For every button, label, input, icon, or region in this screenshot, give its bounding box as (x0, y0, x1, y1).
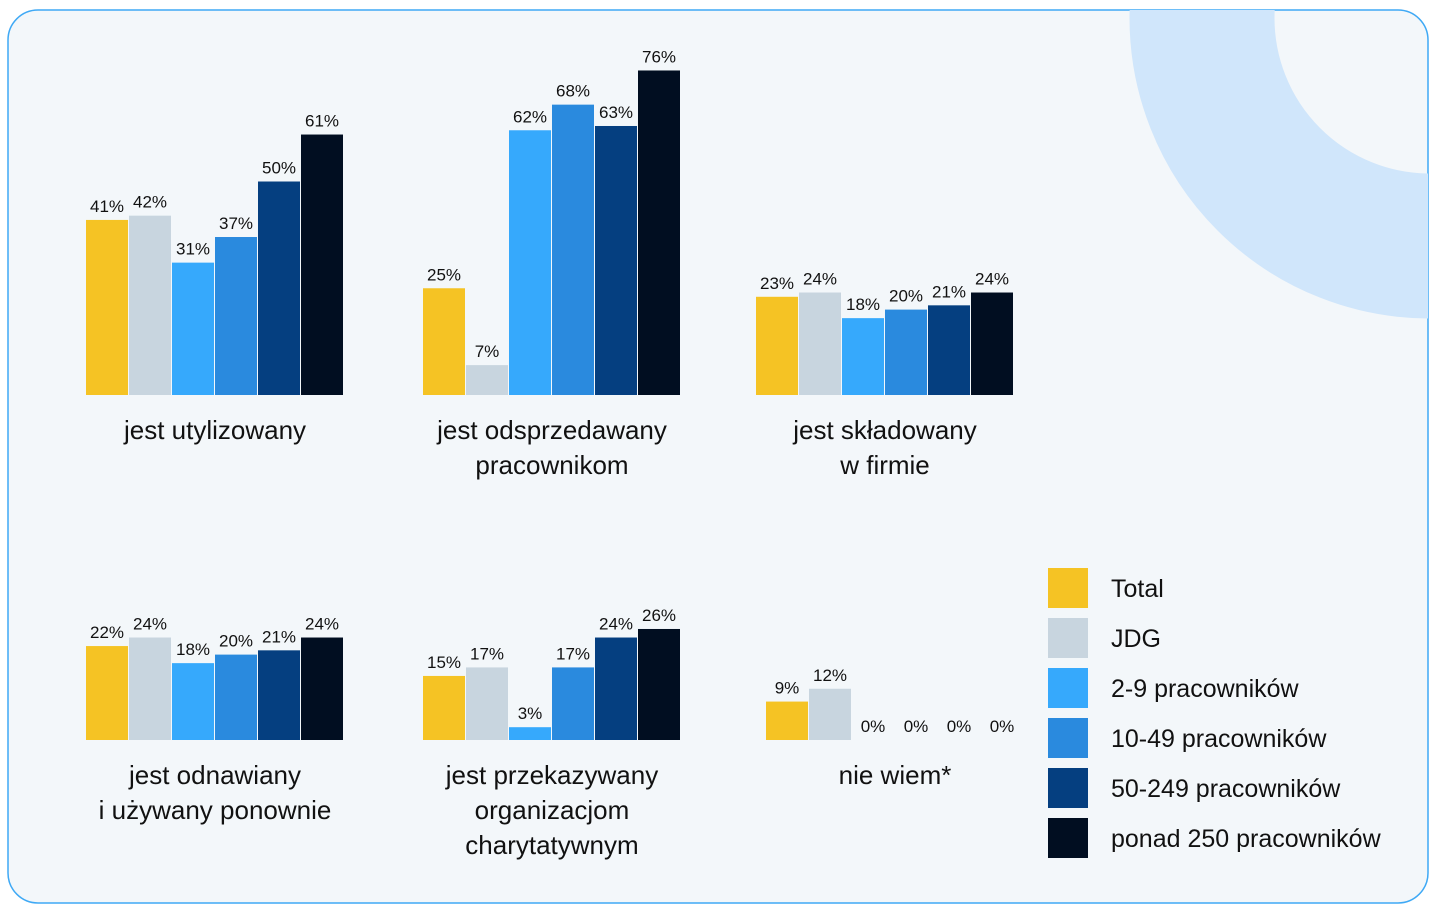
bar (766, 701, 808, 740)
value-label: 9% (775, 679, 800, 698)
value-label: 12% (813, 666, 847, 685)
value-label: 24% (975, 270, 1009, 289)
category-label: jest utylizowany (123, 415, 307, 445)
bar (971, 292, 1013, 395)
bar (638, 628, 680, 740)
value-label: 24% (133, 615, 167, 634)
value-label: 61% (305, 112, 339, 131)
bar (799, 292, 841, 395)
value-label: 76% (642, 47, 676, 66)
bar (842, 318, 884, 395)
legend-swatch (1048, 668, 1088, 708)
category-label: jest przekazywany organizacjom charytaty… (445, 760, 659, 860)
bar (86, 219, 128, 395)
legend-label: Total (1111, 575, 1164, 603)
value-label: 37% (219, 214, 253, 233)
legend-swatch (1048, 618, 1088, 658)
bar (809, 688, 851, 740)
value-label: 0% (990, 717, 1015, 736)
bar (172, 262, 214, 395)
value-label: 22% (90, 623, 124, 642)
value-label: 31% (176, 240, 210, 259)
bar (595, 637, 637, 740)
bar (301, 134, 343, 395)
value-label: 15% (427, 653, 461, 672)
decoration (1129, 10, 1428, 319)
value-label: 23% (760, 274, 794, 293)
bar (509, 727, 551, 740)
value-label: 20% (219, 632, 253, 651)
legend-swatch (1048, 718, 1088, 758)
bar (129, 215, 171, 395)
value-label: 41% (90, 197, 124, 216)
bar (423, 675, 465, 740)
bar (172, 663, 214, 740)
value-label: 63% (599, 103, 633, 122)
bar (885, 309, 927, 395)
bar (215, 654, 257, 740)
value-label: 42% (133, 193, 167, 212)
value-label: 24% (803, 270, 837, 289)
value-label: 26% (642, 606, 676, 625)
value-label: 0% (947, 717, 972, 736)
value-label: 24% (305, 615, 339, 634)
bar (756, 296, 798, 395)
value-label: 3% (518, 704, 543, 723)
bar (509, 130, 551, 395)
legend-label: 10-49 pracowników (1111, 725, 1327, 753)
value-label: 68% (556, 82, 590, 101)
legend-swatch (1048, 818, 1088, 858)
value-label: 18% (846, 295, 880, 314)
category-label: jest składowany w firmie (793, 415, 977, 480)
legend-label: 2-9 pracowników (1111, 675, 1300, 703)
value-label: 7% (475, 342, 500, 361)
bar (215, 237, 257, 395)
bar (595, 125, 637, 396)
value-label: 17% (556, 644, 590, 663)
legend-swatch (1048, 768, 1088, 808)
bar (86, 646, 128, 740)
bar (552, 104, 594, 395)
value-label: 50% (262, 159, 296, 178)
bar (423, 288, 465, 395)
legend-label: ponad 250 pracowników (1111, 825, 1382, 853)
category-label: jest odnawiany i używany ponownie (98, 760, 332, 825)
value-label: 21% (262, 627, 296, 646)
value-label: 0% (904, 717, 929, 736)
bar (466, 365, 508, 395)
value-label: 20% (889, 287, 923, 306)
legend-swatch (1048, 568, 1088, 608)
bar (552, 667, 594, 740)
value-label: 62% (513, 107, 547, 126)
bar (638, 70, 680, 395)
bar (258, 650, 300, 740)
bar (129, 637, 171, 740)
value-label: 18% (176, 640, 210, 659)
category-label: nie wiem* (838, 760, 952, 790)
bar (928, 305, 970, 395)
value-label: 21% (932, 282, 966, 301)
bar (301, 637, 343, 740)
value-label: 25% (427, 265, 461, 284)
legend-label: JDG (1111, 625, 1161, 653)
bar (258, 181, 300, 395)
value-label: 17% (470, 644, 504, 663)
value-label: 24% (599, 615, 633, 634)
value-label: 0% (861, 717, 886, 736)
category-label: jest odsprzedawany pracownikom (437, 415, 667, 480)
legend-label: 50-249 pracowników (1111, 775, 1341, 803)
bar (466, 667, 508, 740)
